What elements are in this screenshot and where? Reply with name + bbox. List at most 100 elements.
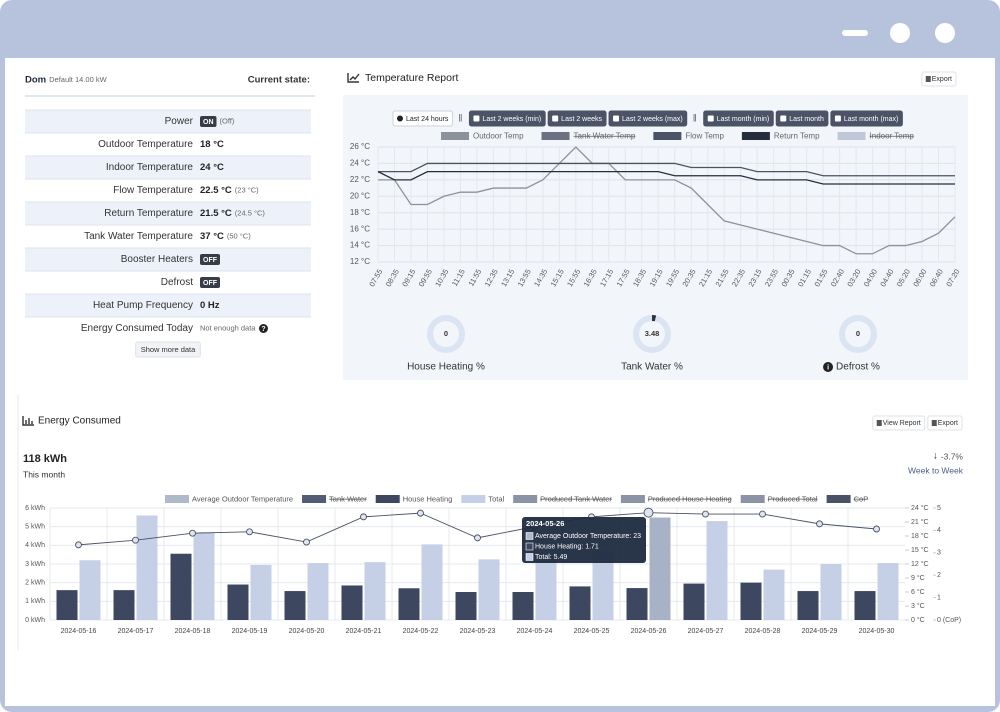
view-report-button-icon — [876, 420, 882, 426]
legend-label[interactable]: Indoor Temp — [870, 132, 915, 141]
bar — [683, 583, 705, 620]
section-title: Energy Consumed — [38, 416, 121, 427]
legend-swatch[interactable] — [837, 132, 866, 140]
legend-label[interactable]: House Heating — [403, 494, 453, 503]
energy-change-period: Week to Week — [908, 465, 964, 475]
range-button-text: Last 2 weeks — [561, 116, 602, 123]
legend-swatch[interactable] — [620, 495, 645, 503]
row-label: Defrost — [161, 277, 193, 288]
legend-label[interactable]: Average Outdoor Temperature — [192, 494, 293, 503]
row-note: (50 °C) — [227, 231, 251, 240]
legend-label[interactable]: Total — [488, 494, 504, 503]
legend-label[interactable]: Produced Tank Water — [540, 494, 612, 503]
legend-swatch[interactable] — [461, 495, 486, 503]
temperature-point — [643, 507, 654, 518]
temperature-point — [702, 510, 709, 518]
close-button[interactable] — [935, 23, 955, 43]
x-tick-label: 2024-05-18 — [175, 628, 211, 635]
legend-swatch[interactable] — [375, 495, 400, 503]
range-button[interactable] — [830, 110, 903, 127]
bar — [421, 544, 443, 620]
y-tick-label: 16 °C — [350, 224, 370, 233]
y-tick-label: 3 kWh — [25, 561, 45, 568]
help-icon[interactable] — [258, 324, 268, 333]
y3-tick-label: 4 — [937, 527, 941, 534]
range-button[interactable] — [547, 110, 607, 127]
y-tick-label: 20 °C — [350, 191, 370, 200]
bar — [227, 584, 249, 620]
bar — [79, 560, 101, 620]
range-button[interactable] — [703, 110, 774, 127]
tooltip-line: Total: 5.49 — [535, 554, 567, 561]
gauge-label: House Heating % — [407, 362, 485, 373]
range-button[interactable] — [468, 110, 546, 127]
show-more-button[interactable] — [135, 341, 201, 358]
row-background — [25, 202, 311, 225]
status-badge-text: OFF — [203, 280, 218, 287]
row-background — [25, 110, 311, 133]
status-badge — [200, 277, 220, 288]
legend-swatch[interactable] — [441, 132, 469, 140]
legend-label[interactable]: Tank Water Temp — [574, 132, 636, 141]
legend-label[interactable]: Tank Water — [329, 494, 367, 503]
tooltip-line: Average Outdoor Temperature: 23 — [535, 533, 641, 540]
range-button[interactable] — [775, 110, 829, 127]
legend-label[interactable]: Produced House Heating — [648, 494, 732, 503]
temperature-point — [132, 536, 139, 544]
row-label: Booster Heaters — [121, 254, 193, 265]
export-button-text: Export — [932, 76, 952, 83]
temperature-panel — [343, 95, 968, 380]
legend-label[interactable]: Outdoor Temp — [473, 132, 524, 141]
legend-swatch[interactable] — [741, 132, 770, 140]
gauge-value: 0 — [856, 329, 860, 338]
row-label: Flow Temperature — [113, 185, 193, 196]
row-note: (24.5 °C) — [235, 208, 266, 217]
temperature-point — [360, 513, 367, 521]
bar — [512, 592, 534, 620]
legend-label[interactable]: CoP — [854, 494, 869, 503]
y2-tick-label: 15 °C — [911, 546, 929, 554]
y3-tick-label: 0 (CoP) — [937, 617, 961, 624]
export-button-icon — [925, 76, 931, 82]
maximize-button[interactable] — [890, 23, 910, 43]
legend-swatch[interactable] — [302, 495, 327, 503]
legend-swatch[interactable] — [513, 495, 538, 503]
legend-swatch[interactable] — [826, 495, 851, 503]
range-icon — [473, 115, 480, 122]
bar — [136, 515, 158, 620]
row-note: Not enough data — [200, 323, 256, 332]
range-icon — [613, 115, 620, 122]
x-tick-label: 2024-05-19 — [232, 628, 268, 635]
temperature-point — [873, 525, 880, 533]
view-report-button[interactable] — [872, 415, 926, 431]
legend-label[interactable]: Produced Total — [768, 494, 818, 503]
x-tick-label: 2024-05-21 — [346, 628, 382, 635]
legend-swatch[interactable] — [740, 495, 765, 503]
row-background — [25, 156, 311, 179]
legend-label[interactable]: Flow Temp — [685, 132, 724, 141]
temperature-point — [474, 534, 481, 542]
legend-swatch[interactable] — [653, 132, 682, 140]
temperature-line — [377, 170, 955, 185]
range-icon — [780, 115, 787, 122]
legend-label[interactable]: Return Temp — [774, 132, 820, 141]
row-note: (Off) — [220, 116, 235, 125]
panel-title: Dom — [25, 75, 46, 86]
energy-change: -3.7% — [941, 451, 964, 461]
y2-tick-label: 6 °C — [911, 588, 925, 596]
range-button[interactable] — [392, 110, 453, 127]
y-tick-label: 5 kWh — [25, 524, 45, 531]
info-icon[interactable] — [823, 362, 834, 372]
help-icon-glyph: ? — [261, 326, 265, 333]
export-button[interactable] — [927, 415, 963, 431]
y3-tick-label: 1 — [937, 594, 941, 601]
x-tick-label: 2024-05-24 — [517, 628, 553, 635]
legend-swatch[interactable] — [165, 495, 189, 503]
export-button[interactable] — [921, 71, 957, 87]
bar — [706, 521, 728, 620]
bar — [854, 591, 876, 620]
bar — [455, 592, 477, 620]
minimize-button[interactable] — [842, 30, 868, 36]
legend-swatch[interactable] — [541, 132, 570, 140]
range-button[interactable] — [608, 110, 688, 127]
